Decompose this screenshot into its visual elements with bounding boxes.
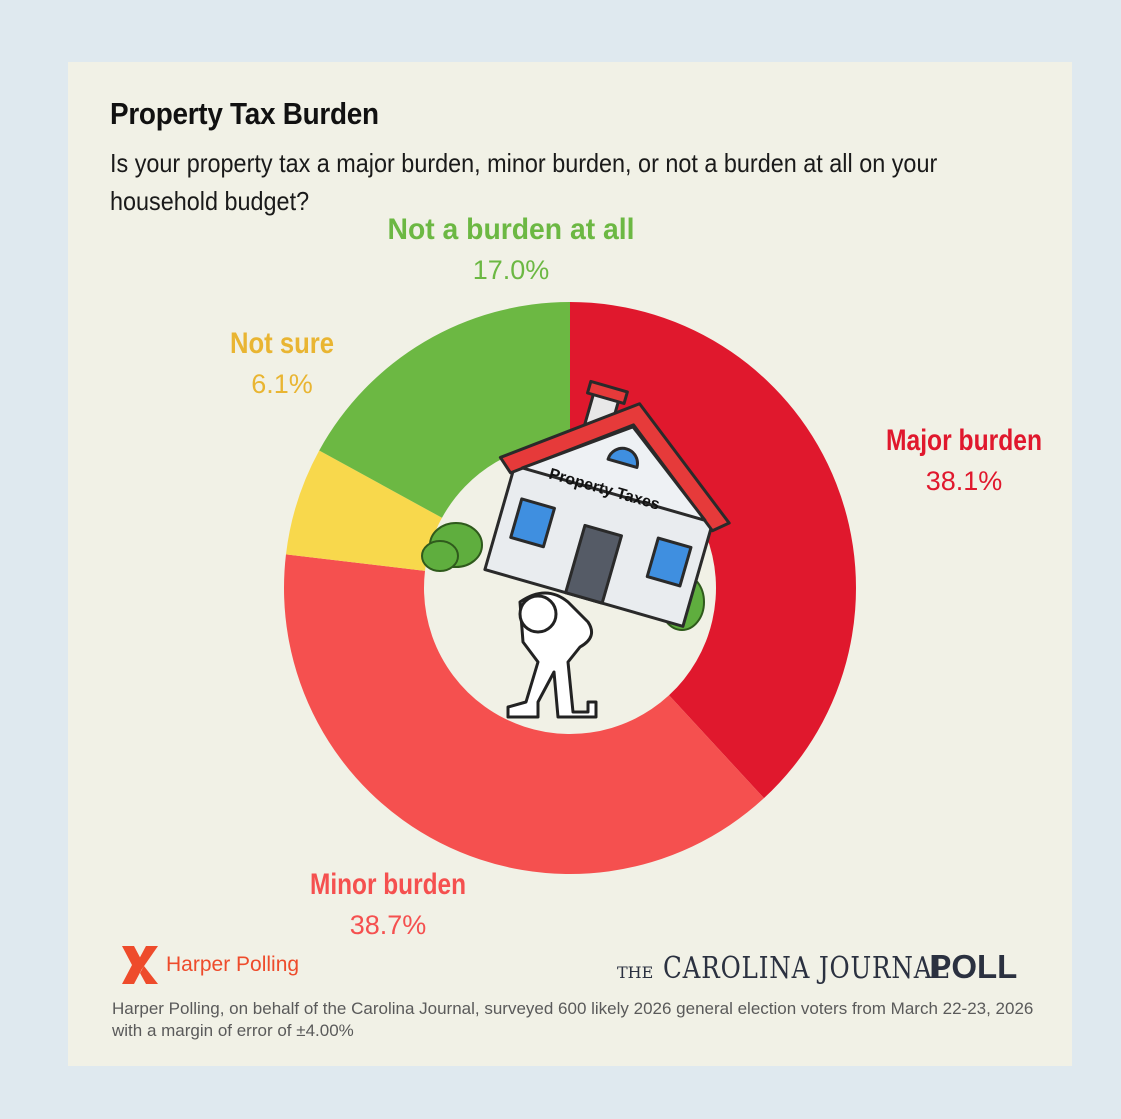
slice-label: Not sure	[230, 327, 334, 360]
slice-label: Not a burden at all	[388, 213, 635, 246]
publication-name: CAROLINA JOURNAL	[663, 951, 950, 986]
donut-chart: Property Taxes Major burden 38.1% Minor bu…	[230, 213, 1042, 940]
slice-minor-burden	[284, 554, 764, 875]
harper-polling-logo: Harper Polling	[118, 944, 299, 986]
slice-value-label: 6.1%	[251, 369, 313, 399]
donut-slices	[284, 302, 856, 875]
slice-not-sure	[285, 450, 442, 571]
publication-the: THE	[617, 963, 654, 982]
slice-not-a-burden-at-all	[319, 302, 570, 518]
slice-value-label: 38.7%	[350, 910, 427, 940]
poll-card: Property Tax Burden Is your property tax…	[68, 62, 1072, 1066]
carolina-journal-poll-logo: THE CAROLINA JOURNAL POLL	[617, 948, 1017, 986]
survey-question: Is your property tax a major burden, min…	[110, 148, 938, 216]
chart-title: Property Tax Burden	[110, 96, 379, 131]
slice-label: Minor burden	[310, 868, 466, 901]
slice-value-label: 17.0%	[473, 255, 550, 285]
person-carrying-house-illustration: Property Taxes	[421, 379, 731, 719]
pollster-name: Harper Polling	[166, 953, 300, 976]
slice-labels: Major burden 38.1% Minor burden 38.7% Not su…	[230, 213, 1042, 940]
publication-poll: POLL	[929, 948, 1018, 985]
slice-value-label: 38.1%	[926, 466, 1003, 496]
slice-label: Major burden	[886, 424, 1042, 457]
harper-polling-x-icon	[122, 946, 158, 984]
methodology-footnote: Harper Polling, on behalf of the Carolin…	[112, 999, 1034, 1040]
